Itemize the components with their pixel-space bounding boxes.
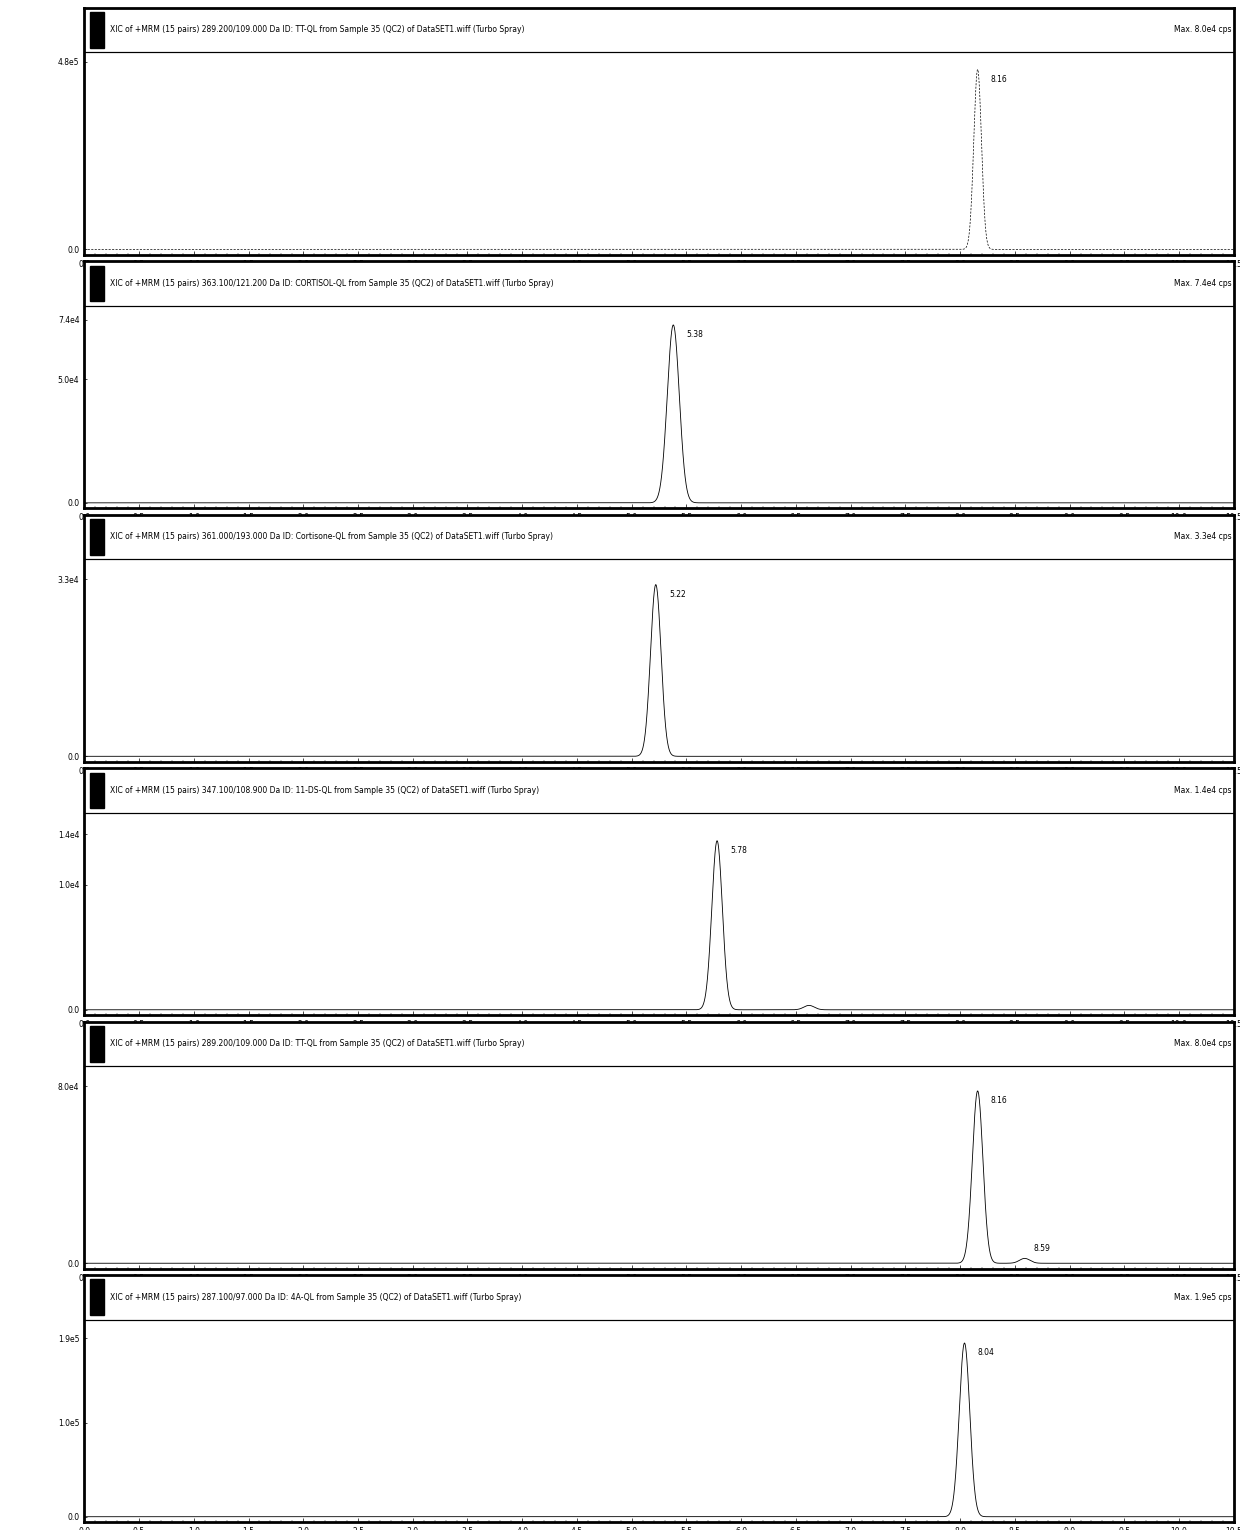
Bar: [91, 519, 104, 555]
Text: XIC of +MRM (15 pairs) 363.100/121.200 Da ID: CORTISOL-QL from Sample 35 (QC2) o: XIC of +MRM (15 pairs) 363.100/121.200 D…: [109, 278, 553, 288]
Bar: [91, 1279, 104, 1316]
Text: 5.38: 5.38: [687, 330, 703, 340]
Bar: [91, 266, 104, 301]
Text: XIC of +MRM (15 pairs) 347.100/108.900 Da ID: 11-DS-QL from Sample 35 (QC2) of D: XIC of +MRM (15 pairs) 347.100/108.900 D…: [109, 786, 538, 794]
Bar: [91, 773, 104, 808]
X-axis label: Time, min: Time, min: [639, 1284, 680, 1293]
Text: Max. 8.0e4 cps: Max. 8.0e4 cps: [1174, 1039, 1231, 1048]
Text: XIC of +MRM (15 pairs) 289.200/109.000 Da ID: TT-QL from Sample 35 (QC2) of Data: XIC of +MRM (15 pairs) 289.200/109.000 D…: [109, 1039, 525, 1048]
Bar: [91, 12, 104, 47]
Text: Max. 1.9e5 cps: Max. 1.9e5 cps: [1174, 1293, 1231, 1302]
Text: 8.16: 8.16: [991, 75, 1008, 84]
Text: Max. 8.0e4 cps: Max. 8.0e4 cps: [1174, 26, 1231, 34]
Text: XIC of +MRM (15 pairs) 361.000/193.000 Da ID: Cortisone-QL from Sample 35 (QC2) : XIC of +MRM (15 pairs) 361.000/193.000 D…: [109, 532, 553, 542]
Text: Max. 3.3e4 cps: Max. 3.3e4 cps: [1174, 532, 1231, 542]
Text: 5.22: 5.22: [668, 589, 686, 598]
Text: XIC of +MRM (15 pairs) 287.100/97.000 Da ID: 4A-QL from Sample 35 (QC2) of DataS: XIC of +MRM (15 pairs) 287.100/97.000 Da…: [109, 1293, 521, 1302]
X-axis label: Time, min: Time, min: [639, 271, 680, 280]
Text: XIC of +MRM (15 pairs) 289.200/109.000 Da ID: TT-QL from Sample 35 (QC2) of Data: XIC of +MRM (15 pairs) 289.200/109.000 D…: [109, 26, 525, 34]
X-axis label: Time, min: Time, min: [639, 777, 680, 786]
X-axis label: Time, min: Time, min: [639, 523, 680, 532]
Text: 8.04: 8.04: [977, 1348, 994, 1357]
Text: 5.78: 5.78: [730, 846, 746, 855]
Bar: [91, 1027, 104, 1062]
Text: 8.16: 8.16: [991, 1095, 1008, 1105]
Text: 8.59: 8.59: [1033, 1244, 1050, 1253]
Text: Max. 1.4e4 cps: Max. 1.4e4 cps: [1174, 786, 1231, 794]
X-axis label: Time, min: Time, min: [639, 1031, 680, 1040]
Text: Max. 7.4e4 cps: Max. 7.4e4 cps: [1174, 278, 1231, 288]
